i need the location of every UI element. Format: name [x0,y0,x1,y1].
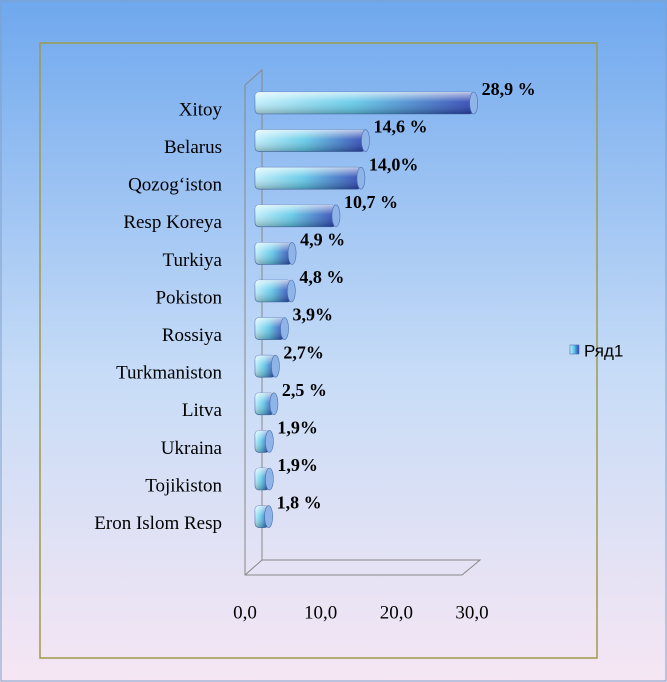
value-label: 14,0% [369,154,419,174]
value-label: 1,9% [277,455,318,475]
x-tick-label: 0,0 [233,602,257,623]
bar-cap [287,279,296,303]
legend-swatch [569,344,580,355]
y-tick-label: Rossiya [162,325,223,346]
y-tick-label: Turkiya [163,250,223,271]
bar-shade [255,92,474,114]
axis-wall-edge [244,559,263,576]
x-tick-label: 20,0 [380,602,413,623]
value-label: 3,9% [293,305,334,325]
bar-shade [255,392,274,415]
value-label: 10,7 % [344,192,398,212]
y-tick-label: Qozog‘iston [128,175,222,196]
y-tick-label: Pokiston [155,287,222,308]
y-tick-label: Eron Islom Resp [94,513,222,534]
bar-cap [271,354,280,378]
legend-label: Ряд1 [584,341,623,360]
bar-cap [265,430,274,453]
bar-cap [280,317,289,340]
value-label: 4,9 % [300,230,345,250]
bar-cap [361,129,370,152]
y-tick-label: Tojikiston [145,475,222,496]
bar-cap [287,242,297,265]
bar-cap [264,505,273,528]
bar-shade [255,280,292,302]
bar-cap [331,204,341,228]
value-label: 1,8 % [277,493,322,513]
y-tick-label: Ukraina [161,438,223,459]
bar-cap [356,166,366,190]
value-label: 28,9 % [482,79,536,99]
bar-cap [469,91,478,115]
x-tick-label: 10,0 [304,602,337,623]
value-label: 2,7% [283,342,324,362]
value-label: 1,9% [277,418,318,438]
x-tick-label: 30,0 [455,602,488,623]
bar-shade [255,242,293,265]
bar-shade [255,204,336,227]
bar-cap [265,467,274,491]
bar-cap [269,392,279,416]
y-tick-label: Belarus [164,137,222,158]
plot-border [39,42,598,659]
y-tick-label: Resp Koreya [123,212,222,233]
bar-shade [255,355,276,378]
bar-shade [255,167,361,190]
y-tick-label: Turkmaniston [116,363,222,384]
value-label: 2,5 % [282,380,327,400]
bar-shade [255,317,285,340]
y-tick-label: Litva [182,400,223,421]
y-tick-label: Xitoy [179,99,223,120]
bar-shade [255,129,366,152]
value-label: 14,6 % [373,117,427,137]
value-label: 4,8 % [299,267,344,287]
